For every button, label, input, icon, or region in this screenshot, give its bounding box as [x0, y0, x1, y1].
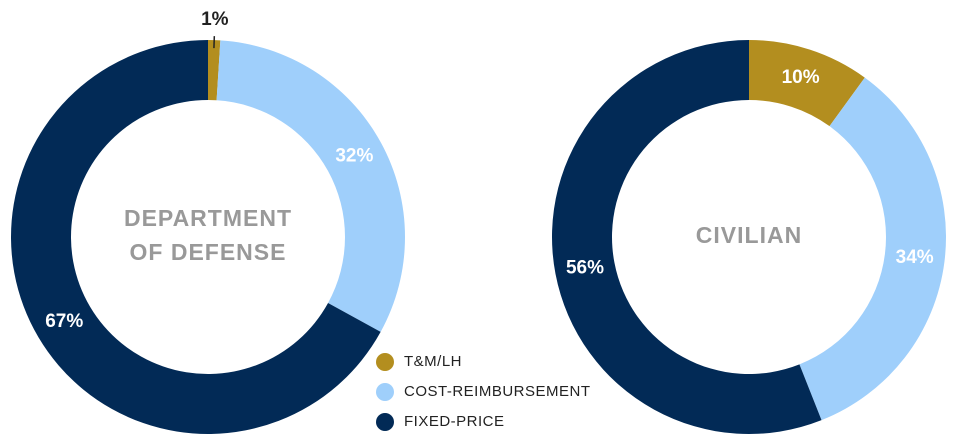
- donut-slice: [216, 40, 405, 332]
- donut-slice: [208, 40, 221, 101]
- value-label: 56%: [566, 257, 604, 278]
- donut-slice: [551, 40, 822, 435]
- legend-swatch: [376, 383, 394, 401]
- center-label: DEPARTMENT: [124, 205, 292, 231]
- value-label: 67%: [45, 311, 83, 332]
- legend-swatch: [376, 413, 394, 431]
- value-label: 1%: [201, 9, 229, 30]
- center-label: OF DEFENSE: [130, 239, 287, 265]
- legend-label: T&M/LH: [404, 353, 462, 370]
- center-label: CIVILIAN: [696, 222, 802, 248]
- legend-label: COST-REIMBURSEMENT: [404, 383, 591, 400]
- donut-slice: [749, 40, 865, 127]
- legend-swatch: [376, 353, 394, 371]
- value-label: 10%: [782, 67, 820, 88]
- donut-slice: [799, 77, 946, 421]
- legend-label: FIXED-PRICE: [404, 413, 505, 430]
- value-label: 34%: [896, 247, 934, 268]
- donut-slice: [11, 40, 381, 434]
- value-label: 32%: [335, 146, 373, 167]
